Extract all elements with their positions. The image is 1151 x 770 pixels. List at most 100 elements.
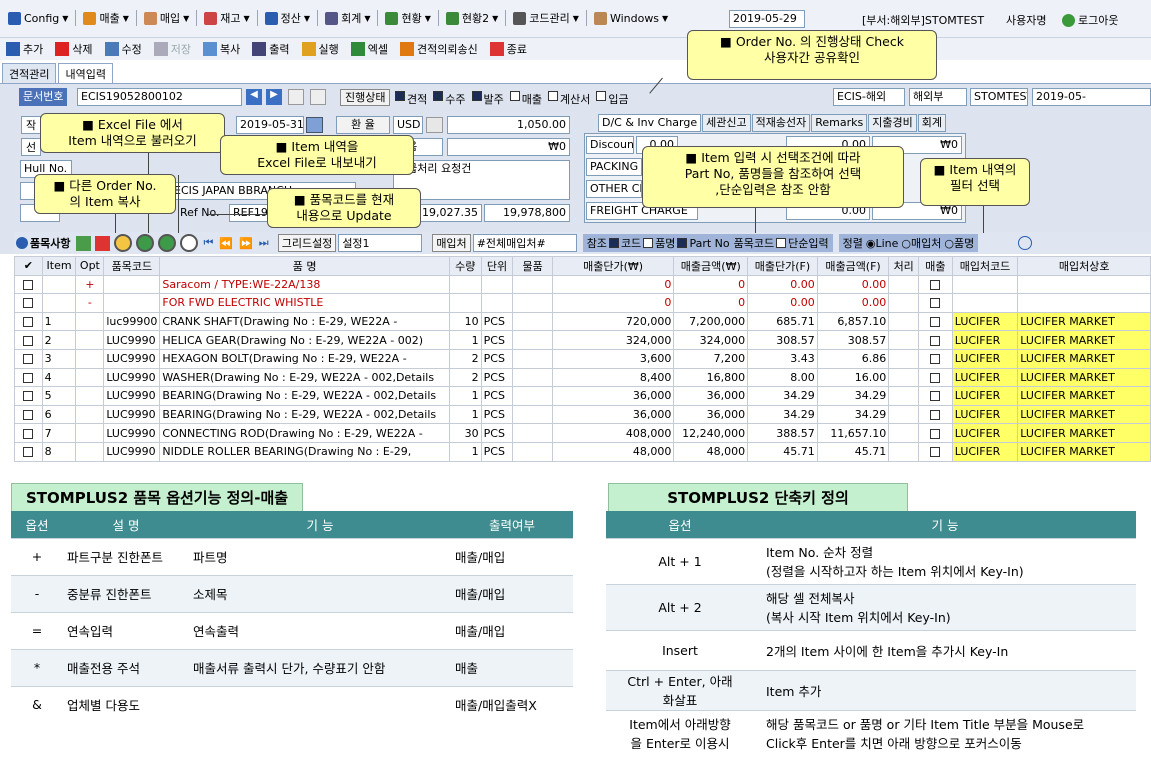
sale-checkbox-cell[interactable] xyxy=(918,348,953,369)
vendor-select[interactable]: #전체매입처# xyxy=(472,234,577,252)
cell-item[interactable]: 7 xyxy=(41,423,77,443)
cell-p1[interactable]: 324,000 xyxy=(551,330,675,350)
table-row[interactable]: + Saracom / TYPE:WE-22A/138 0 0 0.00 0.00 xyxy=(14,274,1151,295)
cell-opt[interactable]: + xyxy=(75,274,105,295)
grid-header-13[interactable]: 매입처코드 xyxy=(951,256,1019,276)
cell-vc[interactable]: LUCIFER xyxy=(951,423,1019,443)
checkbox[interactable] xyxy=(930,410,941,421)
cell-vn[interactable]: LUCIFER MARKET xyxy=(1017,330,1151,350)
empty-cell[interactable] xyxy=(512,311,553,332)
grid-header-4[interactable]: 수량 xyxy=(448,256,482,276)
cell-p3[interactable]: 3.43 xyxy=(747,348,818,369)
cell-vn[interactable]: LUCIFER MARKET xyxy=(1017,311,1151,332)
empty-cell[interactable] xyxy=(888,348,920,369)
cell-unit[interactable]: PCS xyxy=(480,423,514,443)
sale-checkbox-cell[interactable] xyxy=(918,311,953,332)
cell-name[interactable]: BEARING(Drawing No : E-29, WE22A - 002,D… xyxy=(159,404,450,425)
cell-p3[interactable]: 45.71 xyxy=(747,441,818,462)
cell-opt[interactable]: - xyxy=(75,293,105,313)
checkbox[interactable] xyxy=(23,410,34,421)
cell-p3[interactable]: 34.29 xyxy=(747,386,818,406)
cell-name[interactable]: HELICA GEAR(Drawing No : E-29, WE22A - 0… xyxy=(159,330,450,350)
grid-header-10[interactable]: 매출금액(F) xyxy=(816,256,890,276)
cell-qty[interactable]: 10 xyxy=(448,311,482,332)
cell-vn[interactable] xyxy=(1017,293,1151,313)
status-checkbox-4[interactable] xyxy=(548,91,558,101)
cell-unit[interactable]: PCS xyxy=(480,367,514,388)
cell-opt[interactable] xyxy=(75,404,105,425)
cell-qty[interactable]: 1 xyxy=(448,330,482,350)
sale-checkbox-cell[interactable] xyxy=(918,441,953,462)
toolbar-button-3[interactable]: 저장 xyxy=(148,41,197,57)
cell-p1[interactable]: 0 xyxy=(551,274,675,295)
cell-p4[interactable]: 0.00 xyxy=(816,274,890,295)
empty-cell[interactable] xyxy=(888,311,920,332)
cell-qty[interactable]: 2 xyxy=(448,348,482,369)
cell-p1[interactable]: 36,000 xyxy=(551,404,675,425)
cell-p4[interactable]: 45.71 xyxy=(816,441,890,462)
cell-code[interactable]: LUC9990 xyxy=(103,423,161,443)
cell-p3[interactable]: 8.00 xyxy=(747,367,818,388)
cell-p4[interactable]: 6.86 xyxy=(816,348,890,369)
cell-item[interactable]: 2 xyxy=(41,330,77,350)
date-field[interactable]: 2019-05-31 xyxy=(236,116,304,134)
next-icon[interactable]: ⏩ xyxy=(239,236,253,250)
row-checkbox[interactable] xyxy=(14,367,43,388)
cell-p2[interactable]: 0 xyxy=(673,293,749,313)
checkbox[interactable] xyxy=(930,317,941,328)
cell-unit[interactable]: PCS xyxy=(480,404,514,425)
tab-detail-entry[interactable]: 내역입력 xyxy=(58,63,113,83)
right-tab-3[interactable]: Remarks xyxy=(811,114,868,132)
last-icon[interactable]: ⏭ xyxy=(258,236,269,249)
sort-radio-line[interactable]: ◉ xyxy=(865,236,876,250)
empty-cell[interactable] xyxy=(512,274,553,295)
cell-p1[interactable]: 3,600 xyxy=(551,348,675,369)
checkbox[interactable] xyxy=(930,279,941,290)
empty-cell[interactable] xyxy=(512,330,553,350)
prev-arrow-icon[interactable]: ◀ xyxy=(246,89,262,105)
cell-p1[interactable]: 8,400 xyxy=(551,367,675,388)
excel-export-icon[interactable] xyxy=(158,234,177,252)
date-select[interactable]: 2019-05- xyxy=(1032,88,1151,106)
right-tab-0[interactable]: D/C & Inv Charge xyxy=(598,114,702,132)
cell-vc[interactable]: LUCIFER xyxy=(951,441,1019,462)
status-checkbox-2[interactable] xyxy=(471,91,482,101)
right-tab-5[interactable]: 회계 xyxy=(917,114,946,132)
cell-p2[interactable]: 16,800 xyxy=(673,367,749,388)
cell-item[interactable]: 5 xyxy=(41,386,77,406)
cell-name[interactable]: Saracom / TYPE:WE-22A/138 xyxy=(159,274,450,295)
goto-icon[interactable] xyxy=(310,89,326,105)
status-checkbox-1[interactable] xyxy=(433,91,444,101)
table-row[interactable]: 2 LUC9990 HELICA GEAR(Drawing No : E-29, W… xyxy=(14,330,1151,350)
checkbox[interactable] xyxy=(23,279,34,290)
folder-icon[interactable] xyxy=(114,234,133,252)
sort-radio-name[interactable]: ○ xyxy=(944,236,954,250)
cell-vn[interactable]: LUCIFER MARKET xyxy=(1017,348,1151,369)
cell-item[interactable]: 3 xyxy=(41,348,77,369)
cell-name[interactable]: CRANK SHAFT(Drawing No : E-29, WE22A - xyxy=(159,311,450,332)
cell-p2[interactable]: 324,000 xyxy=(673,330,749,350)
cell-opt[interactable] xyxy=(75,330,105,350)
row-checkbox[interactable] xyxy=(14,311,43,332)
empty-cell[interactable] xyxy=(512,348,553,369)
cell-p3[interactable]: 0.00 xyxy=(747,274,818,295)
cell-p4[interactable]: 34.29 xyxy=(816,404,890,425)
cell-vn[interactable]: LUCIFER MARKET xyxy=(1017,386,1151,406)
cell-p4[interactable]: 11,657.10 xyxy=(816,423,890,443)
checkbox[interactable] xyxy=(23,317,34,328)
cell-item[interactable]: 8 xyxy=(41,441,77,462)
cell-p3[interactable]: 34.29 xyxy=(747,404,818,425)
cell-qty[interactable]: 2 xyxy=(448,367,482,388)
cell-qty[interactable] xyxy=(448,274,482,295)
cell-item[interactable]: 4 xyxy=(41,367,77,388)
select-all-header[interactable]: ✔ xyxy=(14,256,43,276)
right-tab-1[interactable]: 세관신고 xyxy=(702,114,751,132)
cell-vc[interactable]: LUCIFER xyxy=(951,311,1019,332)
cell-name[interactable]: BEARING(Drawing No : E-29, WE22A - 002,D… xyxy=(159,386,450,406)
table-row[interactable]: 6 LUC9990 BEARING(Drawing No : E-29, WE22A… xyxy=(14,404,1151,425)
cell-p3[interactable]: 685.71 xyxy=(747,311,818,332)
cell-p1[interactable]: 408,000 xyxy=(551,423,675,443)
cell-item[interactable]: 6 xyxy=(41,404,77,425)
checkbox[interactable] xyxy=(23,428,34,439)
checkbox[interactable] xyxy=(930,428,941,439)
